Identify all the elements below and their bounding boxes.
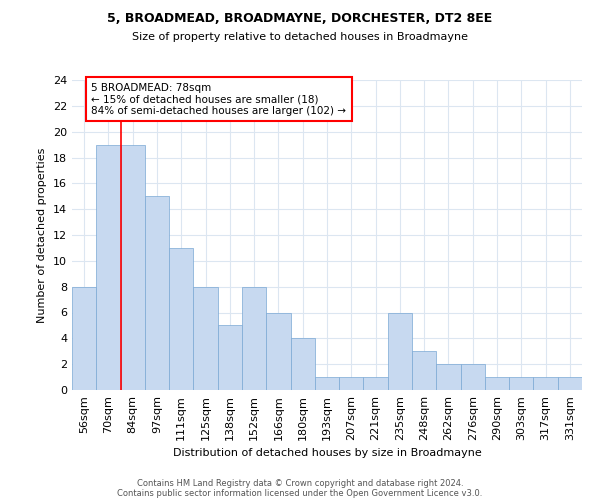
Bar — [412, 351, 436, 390]
Bar — [558, 377, 582, 390]
Text: Contains HM Land Registry data © Crown copyright and database right 2024.: Contains HM Land Registry data © Crown c… — [137, 478, 463, 488]
Bar — [96, 144, 121, 390]
Bar — [509, 377, 533, 390]
Bar — [290, 338, 315, 390]
Bar — [461, 364, 485, 390]
Bar — [242, 286, 266, 390]
Text: 5, BROADMEAD, BROADMAYNE, DORCHESTER, DT2 8EE: 5, BROADMEAD, BROADMAYNE, DORCHESTER, DT… — [107, 12, 493, 26]
Bar — [193, 286, 218, 390]
Bar — [169, 248, 193, 390]
Text: Contains public sector information licensed under the Open Government Licence v3: Contains public sector information licen… — [118, 488, 482, 498]
Bar — [533, 377, 558, 390]
Bar — [388, 312, 412, 390]
Y-axis label: Number of detached properties: Number of detached properties — [37, 148, 47, 322]
X-axis label: Distribution of detached houses by size in Broadmayne: Distribution of detached houses by size … — [173, 448, 481, 458]
Bar — [485, 377, 509, 390]
Bar — [121, 144, 145, 390]
Text: 5 BROADMEAD: 78sqm
← 15% of detached houses are smaller (18)
84% of semi-detache: 5 BROADMEAD: 78sqm ← 15% of detached hou… — [91, 82, 346, 116]
Bar — [339, 377, 364, 390]
Bar — [315, 377, 339, 390]
Bar — [145, 196, 169, 390]
Bar — [218, 326, 242, 390]
Text: Size of property relative to detached houses in Broadmayne: Size of property relative to detached ho… — [132, 32, 468, 42]
Bar — [266, 312, 290, 390]
Bar — [364, 377, 388, 390]
Bar — [436, 364, 461, 390]
Bar — [72, 286, 96, 390]
